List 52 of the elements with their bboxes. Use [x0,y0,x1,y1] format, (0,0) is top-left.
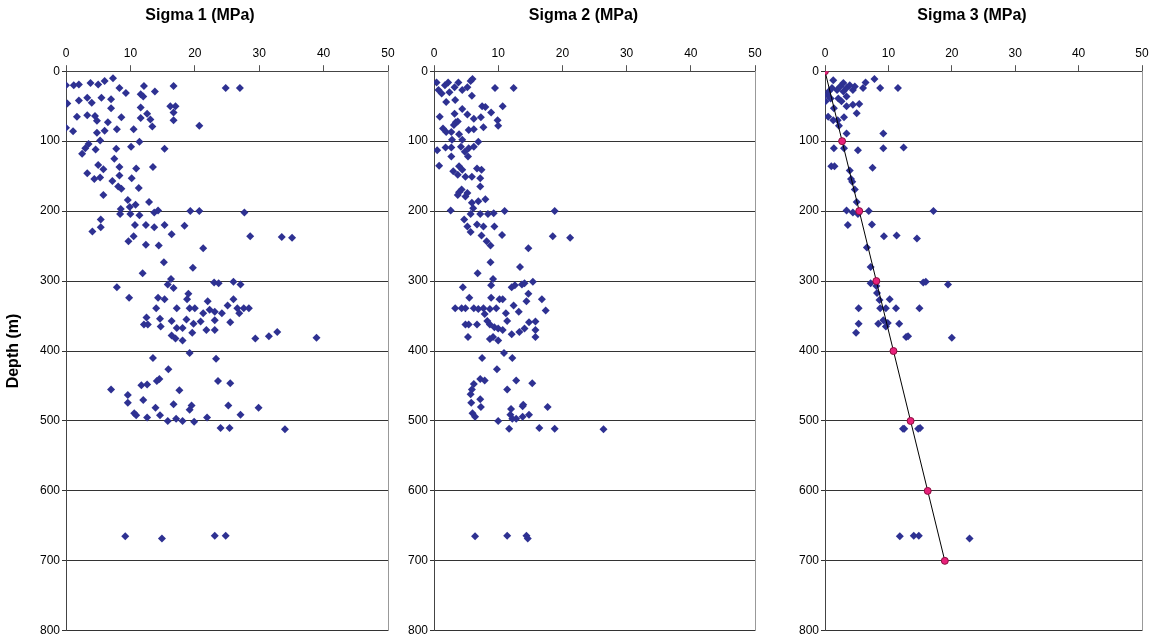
y-tick-label: 600 [407,483,429,498]
x-tick-label: 40 [684,46,698,61]
point [940,556,949,565]
x-tick-label: 50 [1135,46,1149,61]
y-tick-label: 200 [39,203,61,218]
y-tick-label: 700 [798,553,820,568]
x-tick-label: 30 [1008,46,1023,61]
y-tick-label: 400 [798,343,820,358]
y-tick-label: 100 [407,133,429,148]
x-tick-label: 20 [555,46,570,61]
point [906,416,915,425]
x-tick-label: 40 [1071,46,1086,61]
y-tick-label: 300 [407,273,429,288]
x-tick-label: 30 [619,46,634,61]
chart-title: Sigma 1 (MPa) [145,6,255,24]
y-tick-label: 0 [812,63,820,78]
y-tick-label: 700 [407,553,429,568]
point [872,277,881,286]
y-tick-label: 500 [798,413,820,428]
point [838,137,847,146]
y-tick-label: 600 [798,483,820,498]
x-tick-label: 20 [188,46,202,61]
y-tick-label: 0 [421,63,429,78]
x-tick-label: 10 [881,46,896,61]
x-tick-label: 40 [316,46,331,61]
y-tick-label: 0 [53,63,61,78]
y-tick-label: 600 [39,483,61,498]
y-tick-label: 500 [407,413,429,428]
y-tick-label: 400 [39,343,61,358]
y-tick-label: 400 [407,343,429,358]
y-tick-label: 200 [798,203,820,218]
x-tick-label: 50 [748,46,762,61]
y-tick-label: 200 [407,203,429,218]
chart-title: Sigma 3 (MPa) [917,6,1027,24]
x-tick-label: 20 [945,46,959,61]
y-tick-label: 300 [798,273,820,288]
chart-title: Sigma 2 (MPa) [528,6,639,24]
point [889,347,898,355]
y-tick-label: 800 [798,623,820,638]
point [923,486,932,495]
y-tick-label: 100 [798,133,820,148]
y-tick-label: 800 [407,623,429,638]
x-tick-label: 30 [252,46,267,61]
y-tick-label: 300 [39,273,61,288]
x-tick-label: 10 [491,46,506,61]
x-tick-label: 10 [123,46,138,61]
y-tick-label: 100 [39,133,61,148]
y-tick-label: 500 [39,413,61,428]
y-axis-title: Depth (m) [4,313,22,389]
y-tick-label: 700 [39,553,61,568]
y-tick-label: 800 [39,623,61,638]
x-tick-label: 50 [381,46,395,61]
